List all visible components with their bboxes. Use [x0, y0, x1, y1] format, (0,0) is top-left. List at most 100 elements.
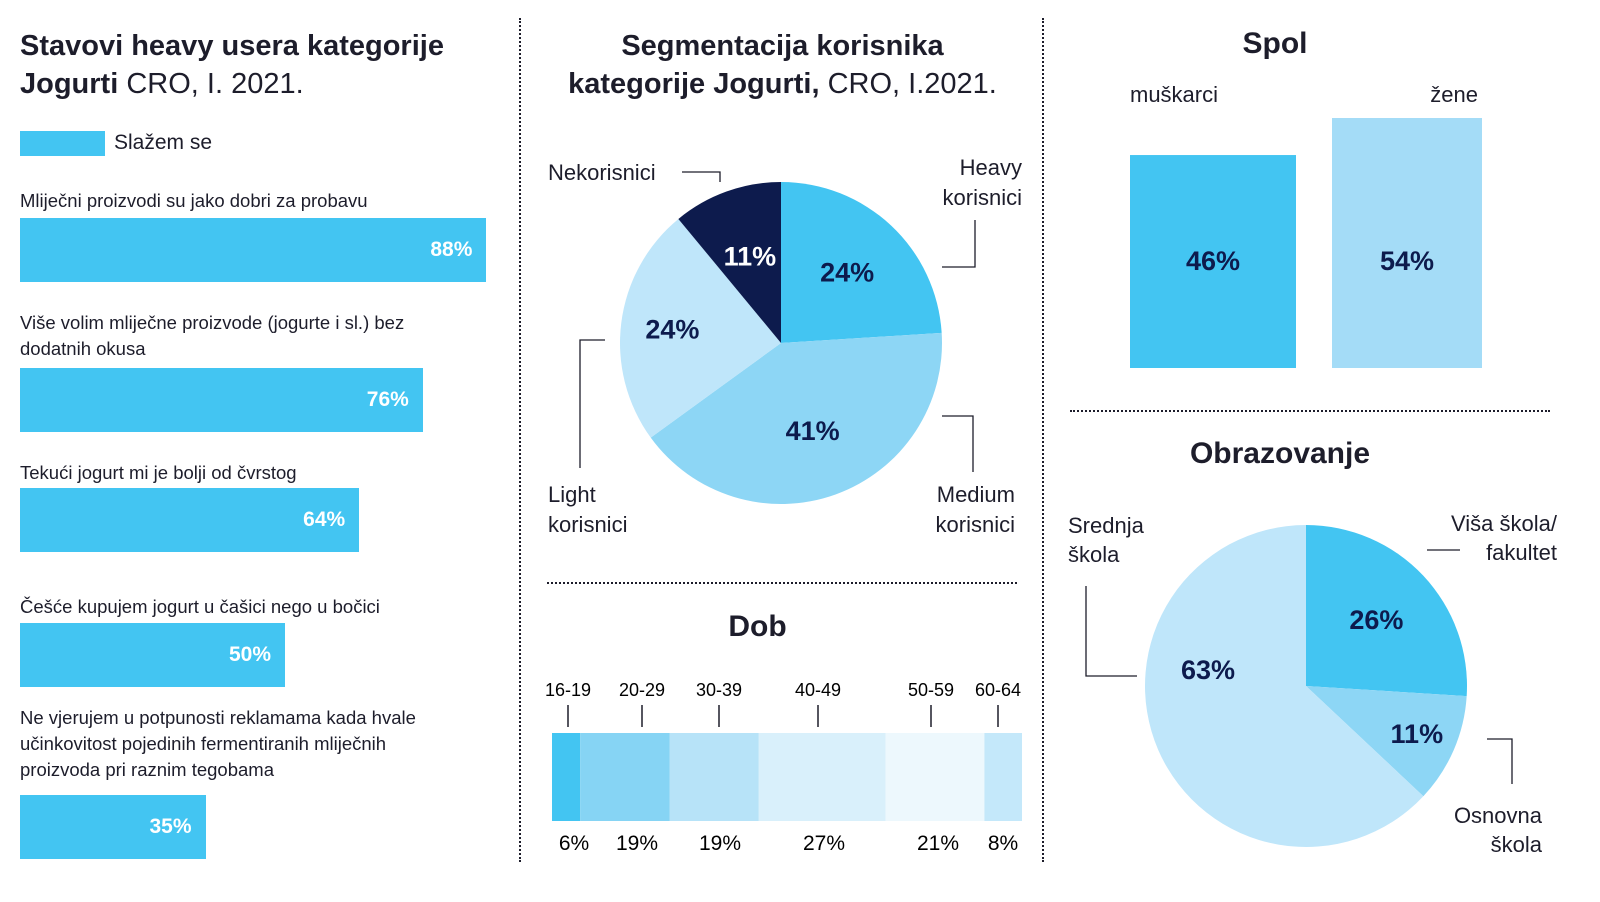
- statement-bar-value: 35%: [149, 815, 192, 838]
- segmentation-title-bold: kategorije Jogurti,: [568, 68, 820, 100]
- label-line: Srednja: [1068, 513, 1145, 538]
- label-line: Light: [548, 482, 596, 507]
- srednja-kola-slice: [1145, 525, 1424, 847]
- light-korisnici-label: Light korisnici: [548, 482, 627, 537]
- mu-karci-bar: [1130, 155, 1296, 368]
- osnovna-kola-label: Osnovna škola: [1454, 803, 1543, 857]
- age-value-label: 8%: [988, 832, 1018, 855]
- statement-bar: 88%: [20, 218, 487, 282]
- dob-title: Dob: [728, 610, 787, 643]
- segmentation-title-light: CRO, I.2021.: [819, 68, 997, 100]
- vi-a-kola-fakultet-label: Viša škola/fakultet: [1451, 511, 1558, 565]
- mu-karci-value: 46%: [1186, 246, 1240, 276]
- statement-label: Češće kupujem jogurt u čašici nego u boč…: [20, 596, 380, 617]
- heavy-korisnici-value: 24%: [820, 258, 874, 288]
- age-segment-50-59: [885, 733, 985, 821]
- right-divider: [1042, 18, 1044, 862]
- age-segment-60-64: [984, 733, 1022, 821]
- statement-bar: 50%: [20, 623, 285, 687]
- nekorisnici-label: Nekorisnici: [548, 160, 656, 185]
- legend-swatch: [20, 131, 105, 156]
- srednja-kola-label: Srednja škola: [1068, 513, 1145, 567]
- statement-label: Mliječni proizvodi su jako dobri za prob…: [20, 190, 368, 211]
- statement-bar-value: 64%: [303, 508, 346, 531]
- srednja-skola-leader-line: [1085, 586, 1137, 677]
- attitudes-title-light: CRO, I. 2021.: [118, 68, 304, 100]
- nekorisnici-value: 11%: [724, 242, 777, 272]
- age-value-label: 19%: [616, 832, 658, 855]
- statement-label: Više volim mliječne proizvode (jogurte i…: [20, 312, 405, 359]
- osnovna-skola-leader-line: [1487, 738, 1513, 784]
- medium-korisnici-label: Medium korisnici: [936, 482, 1015, 537]
- segmentation-pie-chart: 24% 41% 24% 11% Heavy korisnici Medium korisnic…: [548, 155, 1022, 537]
- label-line: Viša škola/: [1451, 511, 1558, 536]
- muskarci-label: muškarci: [1130, 82, 1218, 107]
- spol-title: Spol: [1242, 27, 1308, 60]
- age-value-label: 21%: [917, 832, 959, 855]
- dob-stacked-bar-chart: 16-19 6% 20-29 19% 30-39 19% 40-49 27% 50-59 21% 6…: [545, 680, 1022, 855]
- right-divider-horizontal: [1070, 410, 1550, 412]
- light-korisnici-slice: [620, 218, 781, 438]
- zene-label: žene: [1430, 82, 1478, 107]
- label-line: Heavy: [960, 155, 1022, 180]
- medium-korisnici-value: 41%: [786, 416, 840, 446]
- age-tick-label: 20-29: [619, 680, 665, 700]
- segmentation-title: Segmentacija korisnika kategorije Jogurt…: [530, 27, 1035, 103]
- nekorisnici-leader-line: [682, 171, 721, 182]
- statement-bar-value: 76%: [366, 388, 409, 411]
- age-segment-20-29: [580, 733, 670, 821]
- heavy-korisnici-label: Heavy korisnici: [943, 155, 1022, 210]
- statement-bar: 76%: [20, 368, 423, 432]
- label-line: škola: [1491, 832, 1543, 857]
- age-value-label: 6%: [559, 832, 589, 855]
- attitudes-title: Stavovi heavy usera kategorije Jogurti C…: [20, 27, 500, 103]
- attitudes-title-line1: Stavovi heavy usera kategorije: [20, 30, 444, 62]
- segmentation-title-line1: Segmentacija korisnika: [621, 30, 944, 62]
- label-line: fakultet: [1486, 540, 1557, 565]
- statement-label: Tekući jogurt mi je bolji od čvrstog: [20, 462, 297, 483]
- statement-bar-value: 50%: [228, 643, 271, 666]
- vi-a-kola-fakultet-value: 26%: [1349, 605, 1403, 635]
- label-line: korisnici: [936, 512, 1015, 537]
- label-line: Osnovna: [1454, 803, 1543, 828]
- vi-a-kola-fakultet-slice: [1306, 525, 1467, 697]
- age-segment-40-49: [758, 733, 886, 821]
- label-line: korisnici: [548, 512, 627, 537]
- label-line: Nekorisnici: [548, 160, 656, 185]
- middle-divider: [547, 582, 1017, 584]
- statement-bar: 35%: [20, 795, 206, 859]
- age-tick-label: 50-59: [908, 680, 954, 700]
- obrazovanje-title: Obrazovanje: [1189, 437, 1371, 470]
- statement-label: Ne vjerujem u potpunosti reklamama kada …: [20, 707, 416, 780]
- age-segment-30-39: [669, 733, 759, 821]
- osnovna-kola-slice: [1306, 686, 1467, 797]
- label-line: Medium: [937, 482, 1015, 507]
- label-line: škola: [1068, 542, 1120, 567]
- light-korisnici-value: 24%: [645, 314, 699, 344]
- statement-bar: 64%: [20, 488, 360, 552]
- ene-bar: [1332, 118, 1482, 368]
- age-value-label: 27%: [803, 832, 845, 855]
- osnovna-kola-value: 11%: [1391, 719, 1444, 749]
- obrazovanje-pie-chart: 26% 11% 63% Viša škola/fakultet Osnovna škola…: [1068, 511, 1558, 857]
- ene-value: 54%: [1380, 246, 1434, 276]
- srednja-kola-value: 63%: [1181, 655, 1235, 685]
- age-tick-label: 40-49: [795, 680, 841, 700]
- label-line: korisnici: [943, 185, 1022, 210]
- statement-bar-value: 88%: [430, 238, 473, 261]
- nekorisnici-slice: [678, 182, 781, 343]
- left-divider: [519, 18, 521, 862]
- age-tick-label: 16-19: [545, 680, 591, 700]
- heavy-leader-line: [942, 220, 976, 268]
- medium-korisnici-slice: [650, 332, 942, 505]
- medium-leader-line: [942, 415, 974, 472]
- light-leader-line: [579, 339, 605, 468]
- age-segment-16-19: [552, 733, 581, 821]
- age-value-label: 19%: [699, 832, 741, 855]
- heavy-korisnici-slice: [781, 182, 942, 343]
- age-tick-label: 30-39: [696, 680, 742, 700]
- attitudes-title-bold: Jogurti: [20, 68, 119, 100]
- legend-label: Slažem se: [114, 131, 213, 154]
- spol-bar-chart: 46% 54% muškarci žene: [1130, 82, 1482, 368]
- age-tick-label: 60-64: [975, 680, 1021, 700]
